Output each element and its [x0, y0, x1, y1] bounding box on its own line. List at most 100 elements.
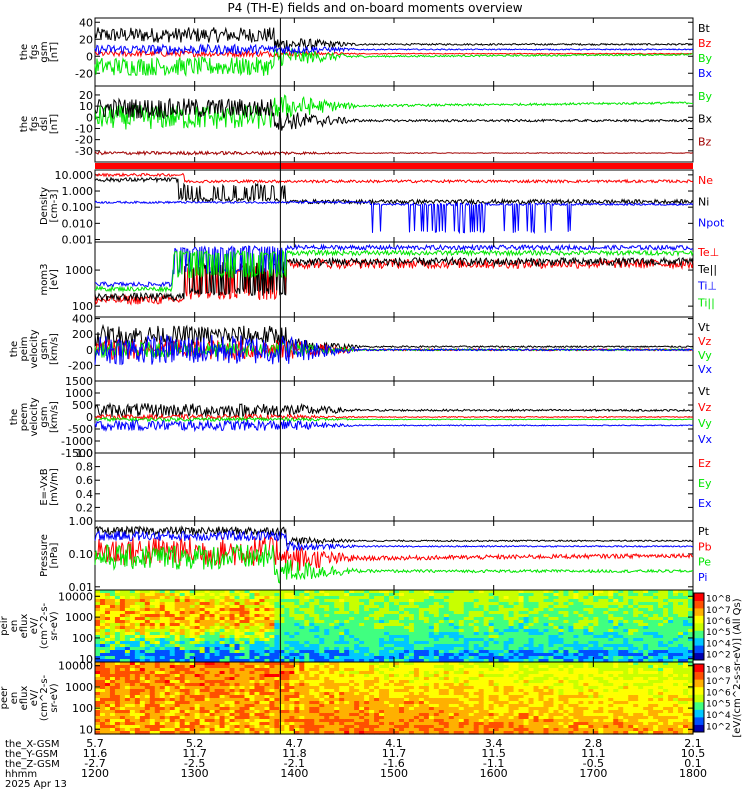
heatmap-cell: [379, 608, 385, 612]
heatmap-cell: [234, 602, 241, 606]
heatmap-cell: [408, 728, 415, 732]
heatmap-cell: [418, 605, 425, 609]
heatmap-cell: [229, 716, 236, 720]
heatmap-cell: [289, 716, 295, 720]
heatmap-cell: [478, 701, 485, 705]
heatmap-cell: [578, 602, 584, 606]
heatmap-cell: [354, 590, 360, 594]
heatmap-cell: [389, 725, 395, 729]
heatmap-cell: [618, 593, 624, 597]
heatmap-cell: [364, 710, 370, 714]
heatmap-cell: [339, 620, 345, 624]
heatmap-cell: [274, 641, 280, 645]
heatmap-cell: [254, 623, 261, 627]
heatmap-cell: [284, 608, 290, 612]
heatmap-cell: [294, 599, 300, 603]
heatmap-cell: [379, 620, 385, 624]
heatmap-cell: [428, 629, 435, 633]
heatmap-cell: [174, 722, 181, 726]
heatmap-cell: [344, 686, 350, 690]
heatmap-cell: [269, 704, 275, 708]
heatmap-cell: [169, 689, 176, 693]
heatmap-cell: [394, 611, 400, 615]
heatmap-cell: [428, 593, 435, 597]
heatmap-cell: [244, 617, 251, 621]
heatmap-cell: [104, 728, 111, 732]
heatmap-cell: [189, 656, 196, 660]
heatmap-cell: [324, 731, 330, 735]
heatmap-cell: [109, 713, 116, 717]
heatmap-cell: [548, 653, 555, 657]
heatmap-cell: [364, 605, 370, 609]
heatmap-cell: [658, 629, 664, 633]
heatmap-cell: [184, 725, 191, 729]
heatmap-cell: [588, 602, 594, 606]
heatmap-cell: [274, 647, 280, 651]
heatmap-cell: [95, 731, 101, 735]
heatmap-cell: [244, 710, 251, 714]
heatmap-cell: [418, 719, 425, 723]
heatmap-cell: [463, 626, 470, 630]
heatmap-cell: [593, 599, 599, 603]
heatmap-cell: [144, 617, 151, 621]
heatmap-cell: [304, 638, 310, 642]
heatmap-cell: [124, 686, 131, 690]
heatmap-cell: [413, 623, 420, 627]
y-axis-label: gsm: [39, 41, 50, 62]
heatmap-cell: [508, 602, 515, 606]
heatmap-cell: [503, 659, 510, 663]
heatmap-cell: [354, 722, 360, 726]
heatmap-cell: [638, 632, 644, 636]
heatmap-cell: [219, 725, 226, 729]
heatmap-cell: [314, 638, 320, 642]
heatmap-cell: [164, 650, 171, 654]
heatmap-cell: [603, 659, 609, 663]
heatmap-cell: [503, 590, 510, 594]
heatmap-cell: [264, 671, 271, 675]
heatmap-cell: [309, 713, 315, 717]
heatmap-cell: [319, 707, 325, 711]
heatmap-cell: [628, 614, 634, 618]
heatmap-cell: [259, 665, 266, 669]
heatmap-cell: [384, 605, 390, 609]
heatmap-cell: [299, 707, 305, 711]
heatmap-cell: [389, 662, 395, 666]
heatmap-cell: [159, 731, 166, 735]
heatmap-cell: [159, 602, 166, 606]
heatmap-cell: [678, 644, 684, 648]
heatmap-cell: [369, 674, 375, 678]
heatmap-cell: [99, 647, 106, 651]
heatmap-cell: [154, 653, 161, 657]
heatmap-cell: [219, 653, 226, 657]
heatmap-cell: [523, 653, 530, 657]
heatmap-cell: [219, 656, 226, 660]
heatmap-cell: [259, 638, 266, 642]
heatmap-cell: [199, 680, 206, 684]
heatmap-cell: [214, 689, 221, 693]
heatmap-cell: [369, 623, 375, 627]
heatmap-cell: [199, 593, 206, 597]
heatmap-cell: [119, 617, 126, 621]
heatmap-cell: [408, 593, 415, 597]
heatmap-cell: [264, 698, 271, 702]
heatmap-cell: [219, 641, 226, 645]
heatmap-cell: [453, 632, 460, 636]
heatmap-cell: [95, 725, 101, 729]
heatmap-cell: [503, 644, 510, 648]
heatmap-cell: [204, 707, 211, 711]
heatmap-cell: [129, 614, 136, 618]
heatmap-cell: [423, 725, 430, 729]
heatmap-cell: [613, 602, 619, 606]
heatmap-cell: [289, 689, 295, 693]
heatmap-cell: [428, 596, 435, 600]
heatmap-cell: [249, 626, 256, 630]
heatmap-cell: [164, 731, 171, 735]
heatmap-cell: [124, 704, 131, 708]
heatmap-cell: [324, 641, 330, 645]
heatmap-cell: [244, 620, 251, 624]
heatmap-cell: [314, 647, 320, 651]
heatmap-cell: [109, 701, 116, 705]
heatmap-cell: [468, 713, 475, 717]
heatmap-cell: [478, 608, 485, 612]
heatmap-cell: [174, 710, 181, 714]
